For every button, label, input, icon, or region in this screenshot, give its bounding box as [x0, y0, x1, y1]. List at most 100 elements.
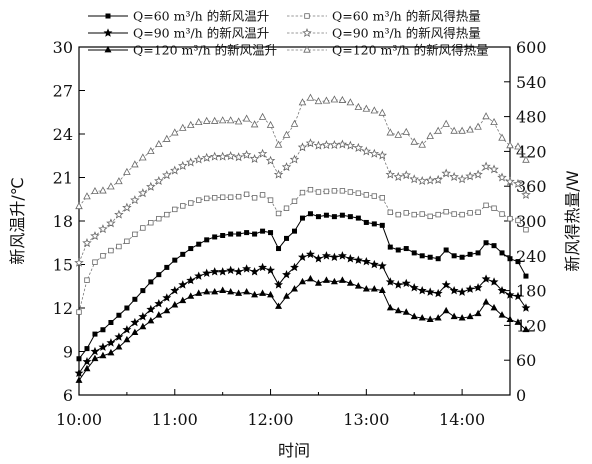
- data-point: [210, 267, 220, 276]
- data-point: [497, 285, 507, 295]
- data-point: [290, 262, 299, 272]
- data-point: [234, 267, 244, 276]
- data-point: [74, 257, 84, 267]
- data-point: [76, 309, 82, 315]
- series-1: [74, 249, 531, 378]
- data-point: [361, 256, 371, 266]
- data-point: [459, 254, 465, 260]
- data-point: [450, 126, 458, 134]
- data-point: [241, 149, 252, 159]
- data-point: [163, 134, 171, 142]
- legend-label: Q=120 m³/h 的新风温升: [133, 43, 277, 58]
- data-point: [483, 240, 489, 246]
- data-point: [220, 232, 226, 238]
- data-point: [474, 309, 482, 317]
- data-point: [156, 272, 162, 278]
- data-point: [107, 182, 115, 190]
- data-point: [394, 306, 402, 314]
- data-point: [209, 151, 220, 161]
- data-point: [410, 137, 418, 145]
- data-point: [435, 211, 441, 218]
- data-point: [83, 192, 91, 200]
- data-point: [162, 293, 172, 302]
- data-point: [211, 195, 218, 201]
- data-point: [91, 354, 99, 362]
- legend-entry-5: Q=120 m³/h 的新风得热量: [287, 43, 489, 58]
- right-tick-label: 120: [516, 316, 547, 335]
- data-point: [236, 231, 242, 237]
- data-point: [433, 288, 443, 298]
- left-axis-label: 新风温升/℃: [8, 177, 27, 264]
- data-point: [387, 209, 393, 215]
- data-point: [299, 277, 306, 285]
- data-point: [242, 114, 251, 122]
- data-point: [266, 120, 275, 128]
- data-point: [369, 148, 380, 158]
- data-point: [385, 169, 396, 179]
- data-point: [257, 148, 268, 158]
- data-point: [259, 192, 266, 198]
- data-point: [130, 317, 140, 327]
- right-tick-label: 180: [516, 282, 547, 301]
- data-point: [227, 287, 235, 295]
- series-0: [76, 211, 529, 362]
- data-point: [178, 280, 188, 289]
- data-point: [155, 139, 163, 148]
- data-point: [307, 186, 314, 193]
- data-point: [465, 171, 475, 181]
- data-point: [491, 205, 497, 211]
- data-point: [441, 168, 451, 178]
- data-point: [521, 303, 531, 312]
- data-point: [489, 277, 499, 286]
- data-point: [228, 231, 234, 237]
- data-point: [474, 122, 482, 130]
- data-point: [507, 215, 513, 222]
- data-point: [425, 287, 435, 296]
- legend: Q=60 m³/h 的新风温升 Q=60 m³/h 的新风得热量 Q=90 m³/h…: [88, 9, 489, 58]
- data-point: [315, 189, 322, 195]
- data-point: [443, 247, 449, 253]
- data-point: [514, 142, 522, 150]
- data-point: [321, 251, 331, 260]
- data-point: [274, 140, 283, 148]
- data-point: [130, 195, 140, 205]
- data-point: [410, 312, 418, 320]
- data-point: [106, 218, 116, 228]
- data-point: [434, 126, 442, 134]
- data-point: [249, 153, 260, 163]
- data-point: [457, 174, 467, 184]
- data-point: [401, 170, 411, 180]
- right-tick-label: 240: [516, 247, 547, 266]
- data-point: [283, 292, 290, 299]
- data-point: [457, 287, 467, 296]
- data-point: [163, 306, 171, 314]
- series-4: [74, 138, 531, 267]
- data-point: [219, 286, 227, 293]
- data-point: [147, 316, 155, 324]
- data-point: [123, 167, 131, 175]
- data-point: [322, 96, 331, 104]
- data-point: [473, 169, 483, 179]
- data-point: [314, 279, 322, 286]
- data-point: [291, 285, 298, 292]
- data-point: [219, 194, 226, 200]
- data-point: [178, 160, 188, 170]
- x-axis-ticks: 10:00 11:00 12:00 13:00 14:00: [56, 389, 485, 429]
- data-point: [425, 175, 435, 185]
- data-point: [92, 331, 98, 337]
- data-point: [268, 230, 274, 236]
- data-point: [345, 254, 355, 263]
- data-point: [417, 285, 427, 295]
- data-point: [298, 252, 307, 262]
- data-point: [449, 285, 459, 295]
- x-tick-label: 11:00: [152, 410, 198, 429]
- data-point: [187, 292, 195, 299]
- data-point: [313, 140, 324, 150]
- data-point: [204, 237, 210, 243]
- data-point: [299, 215, 305, 221]
- data-point: [243, 287, 251, 295]
- data-point: [513, 178, 523, 188]
- x-tick-label: 13:00: [343, 410, 389, 429]
- data-point: [276, 246, 282, 252]
